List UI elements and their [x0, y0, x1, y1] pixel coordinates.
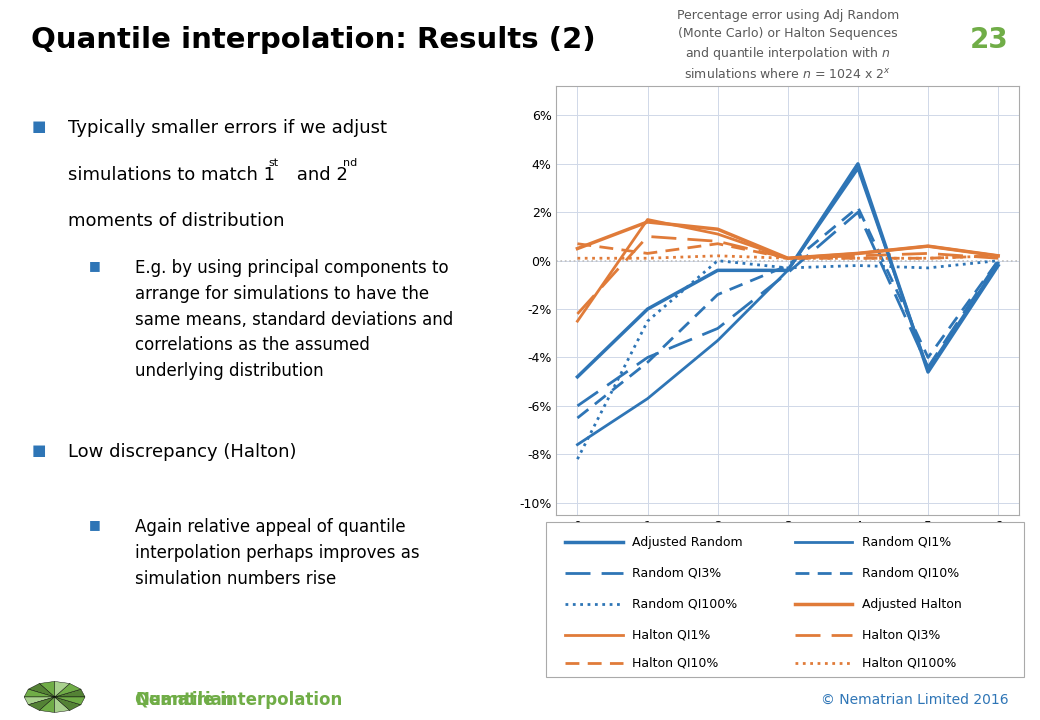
FancyBboxPatch shape — [546, 522, 1024, 677]
Text: Nematrian: Nematrian — [135, 691, 234, 708]
Polygon shape — [55, 681, 70, 697]
Text: Low discrepancy (Halton): Low discrepancy (Halton) — [68, 443, 296, 461]
Polygon shape — [55, 689, 85, 697]
Text: Adjusted Halton: Adjusted Halton — [862, 598, 962, 611]
Text: moments of distribution: moments of distribution — [68, 212, 284, 230]
Text: Halton QI100%: Halton QI100% — [862, 657, 956, 670]
Text: ■: ■ — [31, 119, 46, 134]
Title: Percentage error using Adj Random
(Monte Carlo) or Halton Sequences
and quantile: Percentage error using Adj Random (Monte… — [677, 9, 899, 81]
Text: ■: ■ — [88, 259, 100, 272]
Polygon shape — [24, 689, 55, 697]
Text: Typically smaller errors if we adjust: Typically smaller errors if we adjust — [68, 119, 387, 137]
Text: and 2: and 2 — [291, 166, 348, 184]
Polygon shape — [40, 681, 55, 697]
Polygon shape — [28, 697, 55, 711]
Polygon shape — [24, 697, 55, 705]
Text: ■: ■ — [31, 443, 46, 458]
Text: st: st — [268, 158, 279, 168]
Text: simulations to match 1: simulations to match 1 — [68, 166, 275, 184]
Text: Again relative appeal of quantile
interpolation perhaps improves as
simulation n: Again relative appeal of quantile interp… — [135, 518, 420, 588]
Text: Random QI3%: Random QI3% — [632, 567, 722, 580]
Polygon shape — [55, 697, 81, 711]
Text: © Nematrian Limited 2016: © Nematrian Limited 2016 — [822, 693, 1009, 707]
Text: Random QI10%: Random QI10% — [862, 567, 959, 580]
Polygon shape — [28, 683, 55, 697]
Polygon shape — [40, 697, 55, 713]
Text: Random QI1%: Random QI1% — [862, 536, 951, 549]
Text: 23: 23 — [970, 26, 1009, 53]
Polygon shape — [55, 697, 85, 705]
Text: Quantile interpolation: Quantile interpolation — [135, 691, 342, 708]
Polygon shape — [54, 697, 70, 713]
Text: nd: nd — [343, 158, 358, 168]
Text: Adjusted Random: Adjusted Random — [632, 536, 743, 549]
Text: Random QI100%: Random QI100% — [632, 598, 737, 611]
Text: E.g. by using principal components to
arrange for simulations to have the
same m: E.g. by using principal components to ar… — [135, 259, 453, 380]
Text: ■: ■ — [88, 518, 100, 531]
Text: Halton QI3%: Halton QI3% — [862, 629, 940, 642]
Text: Quantile interpolation: Results (2): Quantile interpolation: Results (2) — [31, 26, 596, 53]
Text: Halton QI10%: Halton QI10% — [632, 657, 719, 670]
Polygon shape — [55, 683, 81, 697]
Text: Halton QI1%: Halton QI1% — [632, 629, 710, 642]
